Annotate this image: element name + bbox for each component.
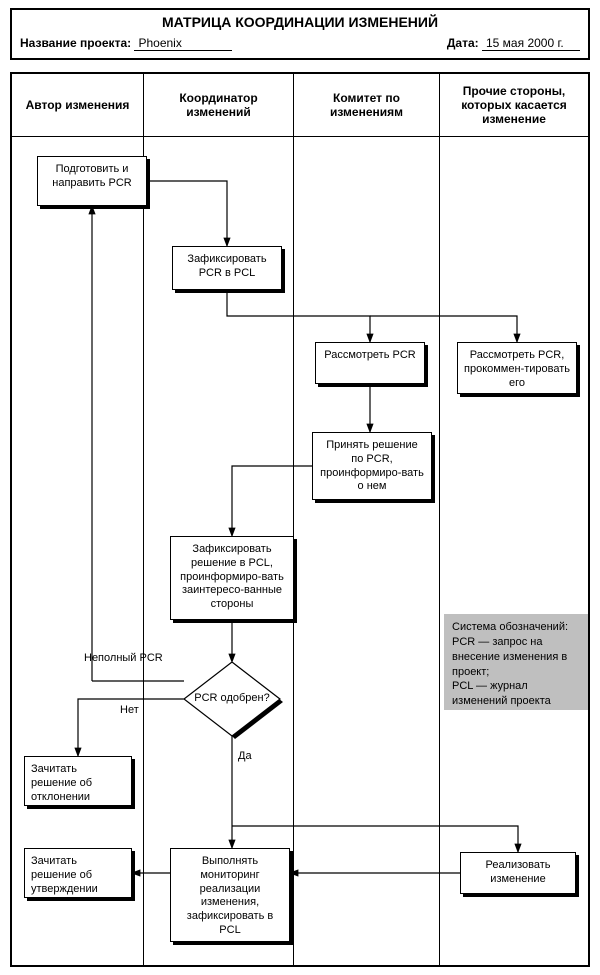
- col-header-others: Прочие стороны, которых касается изменен…: [440, 74, 588, 136]
- project-value: Phoenix: [134, 36, 232, 51]
- decision-label: PCR одобрен?: [184, 662, 280, 736]
- header-box: МАТРИЦА КООРДИНАЦИИ ИЗМЕНЕНИЙ Название п…: [10, 8, 590, 60]
- main-box: Автор изменения Координатор изменений Ко…: [10, 72, 590, 967]
- edge-label-yes: Да: [238, 750, 252, 762]
- edge-label-no: Нет: [120, 704, 139, 716]
- node-prepare-pcr: Подготовить и направить PCR: [37, 156, 147, 206]
- header-title: МАТРИЦА КООРДИНАЦИИ ИЗМЕНЕНИЙ: [20, 14, 580, 30]
- legend-text: Система обозначений: PCR — запрос на вне…: [452, 620, 580, 709]
- date-value: 15 мая 2000 г.: [482, 36, 580, 51]
- project-label: Название проекта:: [20, 36, 131, 50]
- date-label-group: Дата: 15 мая 2000 г.: [447, 36, 580, 51]
- col-header-author: Автор изменения: [12, 74, 144, 136]
- node-review-comment: Рассмотреть PCR, прокоммен-тировать его: [457, 342, 577, 394]
- project-label-group: Название проекта: Phoenix: [20, 36, 232, 51]
- flow-area: Подготовить и направить PCR Зафиксироват…: [12, 136, 588, 965]
- node-log-pcr: Зафиксировать PCR в PCL: [172, 246, 282, 290]
- header-row: Название проекта: Phoenix Дата: 15 мая 2…: [20, 36, 580, 51]
- legend-box: Система обозначений: PCR — запрос на вне…: [444, 614, 588, 710]
- col-header-committee: Комитет по изменениям: [294, 74, 440, 136]
- decision-pcr-approved: PCR одобрен?: [184, 662, 280, 736]
- node-monitor: Выполнять мониторинг реализации изменени…: [170, 848, 290, 942]
- page: МАТРИЦА КООРДИНАЦИИ ИЗМЕНЕНИЙ Название п…: [0, 0, 600, 975]
- column-header-row: Автор изменения Координатор изменений Ко…: [12, 74, 588, 137]
- edge-label-incomplete: Неполный PCR: [84, 652, 163, 664]
- node-decide-pcr: Принять решение по PCR, проинформиро-ват…: [312, 432, 432, 500]
- edges-svg: [12, 136, 588, 965]
- col-header-coordinator: Координатор изменений: [144, 74, 294, 136]
- date-label: Дата:: [447, 36, 479, 50]
- node-implement: Реализовать изменение: [460, 852, 576, 894]
- node-read-approval: Зачитать решение об утверждении: [24, 848, 132, 898]
- node-log-decision: Зафиксировать решение в PCL, проинформир…: [170, 536, 294, 620]
- node-read-rejection: Зачитать решение об отклонении: [24, 756, 132, 806]
- node-review-pcr: Рассмотреть PCR: [315, 342, 425, 384]
